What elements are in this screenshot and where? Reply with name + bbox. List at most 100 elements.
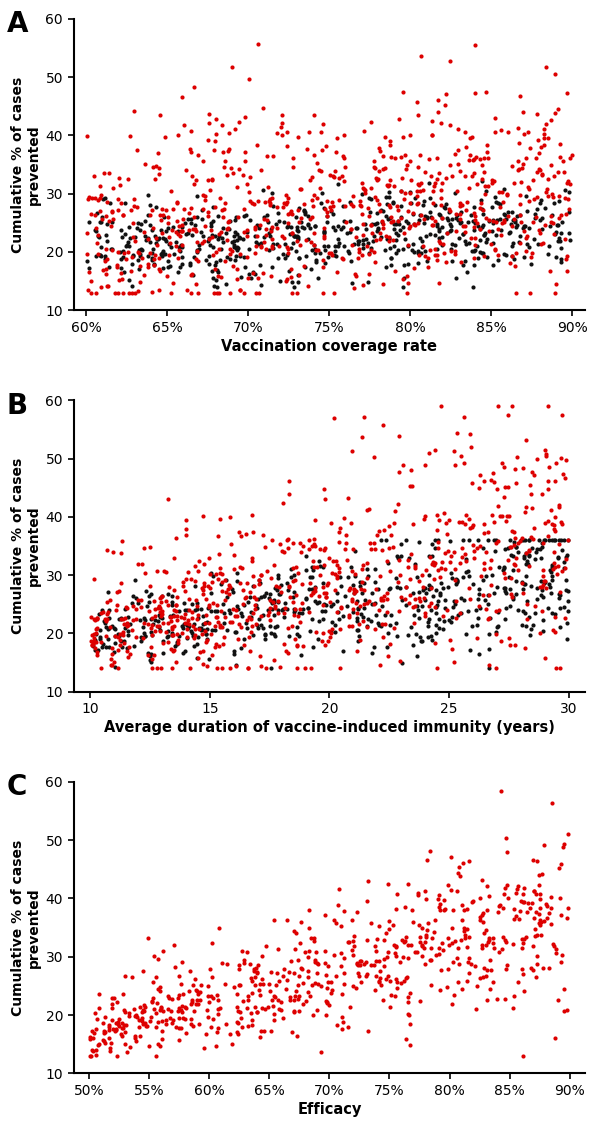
Point	[175, 968, 184, 986]
Point	[554, 858, 563, 876]
Point	[386, 248, 395, 266]
Point	[171, 602, 181, 620]
Point	[210, 622, 220, 640]
Point	[557, 946, 567, 964]
Point	[541, 579, 551, 597]
Point	[261, 936, 271, 954]
Point	[147, 626, 157, 644]
Point	[143, 928, 153, 946]
Point	[191, 576, 200, 594]
Point	[102, 193, 112, 211]
Point	[434, 220, 443, 238]
Point	[244, 70, 254, 88]
Point	[403, 236, 413, 254]
Point	[512, 474, 521, 492]
Point	[321, 966, 331, 984]
Point	[515, 205, 525, 223]
Point	[124, 608, 133, 626]
Point	[518, 219, 528, 237]
Point	[322, 596, 331, 614]
Point	[509, 900, 519, 918]
Point	[304, 901, 314, 919]
Point	[265, 228, 275, 246]
Point	[534, 221, 544, 239]
Point	[157, 200, 167, 218]
Point	[426, 579, 436, 597]
Point	[181, 600, 190, 618]
Point	[362, 617, 372, 635]
Point	[304, 230, 313, 248]
Point	[362, 237, 372, 255]
Point	[481, 600, 490, 618]
Point	[156, 221, 166, 239]
Point	[92, 283, 101, 301]
Point	[119, 1002, 129, 1020]
Point	[209, 283, 218, 301]
Point	[445, 116, 455, 134]
Point	[336, 598, 346, 616]
Point	[265, 241, 274, 259]
Point	[555, 583, 565, 601]
Point	[414, 916, 424, 934]
Point	[449, 592, 459, 610]
Point	[540, 531, 550, 549]
Point	[542, 180, 552, 199]
Point	[129, 102, 139, 120]
Point	[522, 610, 532, 628]
Point	[239, 636, 249, 654]
Point	[219, 200, 229, 218]
Point	[313, 976, 323, 994]
Point	[376, 589, 386, 607]
Point	[469, 256, 479, 274]
Point	[490, 239, 500, 257]
Point	[127, 277, 137, 296]
Point	[190, 970, 200, 988]
Point	[460, 545, 469, 563]
Point	[467, 518, 477, 536]
Point	[90, 641, 100, 659]
Point	[100, 1033, 109, 1051]
Point	[473, 590, 483, 608]
Point	[279, 608, 289, 626]
Point	[470, 214, 480, 232]
Point	[364, 500, 373, 518]
Point	[370, 981, 380, 999]
Point	[352, 954, 361, 972]
Point	[541, 215, 550, 233]
Point	[461, 926, 470, 944]
Point	[445, 936, 454, 954]
Point	[524, 547, 533, 565]
Point	[259, 587, 269, 605]
Point	[406, 1015, 415, 1033]
Point	[408, 598, 418, 616]
Point	[107, 1011, 116, 1029]
Point	[530, 920, 540, 938]
Point	[486, 576, 496, 594]
Point	[364, 245, 374, 263]
Point	[508, 562, 518, 580]
Point	[116, 194, 126, 212]
Point	[421, 882, 430, 900]
Point	[268, 239, 277, 257]
Point	[413, 244, 423, 262]
Point	[292, 636, 302, 654]
Point	[103, 593, 112, 611]
Point	[89, 635, 98, 653]
Point	[442, 210, 452, 228]
Point	[206, 625, 215, 643]
Point	[167, 596, 177, 614]
Point	[346, 195, 356, 213]
Point	[232, 998, 241, 1016]
Point	[157, 999, 166, 1017]
Point	[502, 186, 512, 204]
Point	[441, 169, 451, 187]
Point	[479, 559, 489, 578]
Point	[311, 241, 320, 259]
Point	[499, 205, 509, 223]
Point	[385, 228, 394, 246]
Point	[171, 653, 181, 671]
Point	[124, 649, 133, 667]
Point	[377, 541, 387, 559]
Point	[318, 283, 328, 301]
Point	[444, 200, 454, 218]
